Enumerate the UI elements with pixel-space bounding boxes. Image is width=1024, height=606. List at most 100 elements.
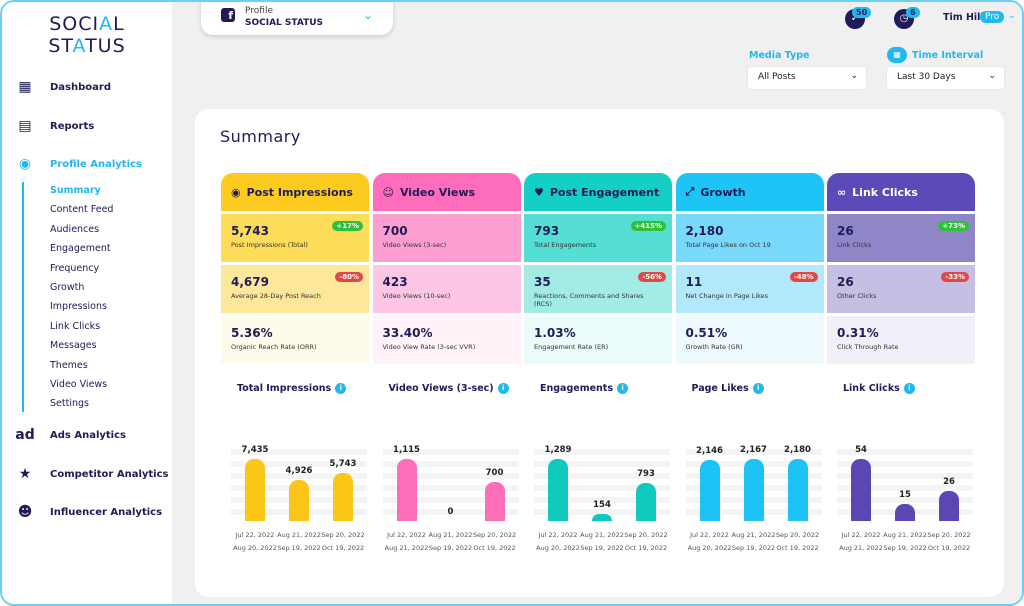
metric-value: 0.31% bbox=[837, 326, 879, 340]
profile-selector[interactable]: f Profile SOCIAL STATUS ⌄ bbox=[201, 2, 393, 35]
data-label: 154 bbox=[593, 499, 611, 510]
subnav-item-messages[interactable]: Messages bbox=[50, 340, 97, 352]
metric-description: Click Through Rate bbox=[837, 343, 899, 351]
calendar-icon: ▦ bbox=[887, 47, 907, 63]
metric-value: 423 bbox=[382, 275, 408, 289]
metric-column: ∞ Link Clicks 26 Link Clicks +73% 26 Other Cli… bbox=[827, 173, 975, 364]
info-icon[interactable]: i bbox=[617, 383, 629, 394]
chart-bar[interactable] bbox=[939, 491, 959, 521]
user-menu-chevron-icon[interactable]: ⌄ bbox=[1008, 11, 1016, 21]
date-start: Jul 22, 2022 bbox=[235, 531, 275, 539]
sidebar: SOCIAL STATUS ▦ Dashboard ▤ Reports ◉ Profile… bbox=[2, 2, 172, 604]
chart-bar[interactable] bbox=[895, 503, 915, 521]
metric-value: 1.03% bbox=[534, 326, 576, 340]
date-start: Sep 20, 2022 bbox=[624, 531, 668, 539]
metric-description: Other Clicks bbox=[837, 292, 877, 300]
chart-title-text: Engagements bbox=[540, 383, 614, 394]
info-icon[interactable]: i bbox=[497, 383, 509, 394]
date-end: Aug 21, 2022 bbox=[384, 544, 429, 552]
profile-label: Profile bbox=[245, 6, 273, 16]
chart-bar[interactable] bbox=[636, 482, 656, 521]
profile-icon: ◉ bbox=[18, 156, 32, 172]
subnav-item-video-views[interactable]: Video Views bbox=[50, 379, 108, 390]
metric-cell: 0.31% Click Through Rate bbox=[827, 316, 975, 364]
sidebar-item-competitor-analytics[interactable]: ★ Competitor Analytics bbox=[16, 465, 169, 483]
subnav-item-settings[interactable]: Settings bbox=[50, 398, 89, 410]
x-tick-label: Jul 22, 2022 Aug 20, 2022 bbox=[230, 529, 280, 555]
metric-value: 5,743 bbox=[231, 224, 269, 238]
metric-header: ∞ Link Clicks bbox=[827, 173, 975, 211]
date-end: Aug 20, 2022 bbox=[536, 544, 580, 552]
info-icon[interactable]: i bbox=[335, 383, 347, 394]
subnav-item-engagement[interactable]: Engagement bbox=[50, 243, 111, 255]
chart-title-text: Link Clicks bbox=[843, 383, 900, 394]
chart-bar[interactable] bbox=[743, 459, 764, 521]
sidebar-item-reports[interactable]: ▤ Reports bbox=[16, 117, 94, 135]
subnav-item-audiences[interactable]: Audiences bbox=[50, 223, 100, 235]
change-badge: -56% bbox=[638, 272, 666, 282]
subnav-item-frequency[interactable]: Frequency bbox=[50, 262, 100, 274]
info-icon[interactable]: i bbox=[752, 383, 764, 394]
chart-plot-area: 1,289 154 793 bbox=[534, 443, 670, 521]
sidebar-item-ads-analytics[interactable]: ad Ads Analytics bbox=[15, 426, 126, 444]
time-interval-select[interactable]: Last 30 Days ⌄ bbox=[887, 67, 1004, 89]
date-end: Aug 20, 2022 bbox=[233, 544, 277, 552]
data-label: 2,146 bbox=[696, 445, 723, 456]
chart-title: Video Views (3-sec) i bbox=[389, 383, 509, 394]
chart-bar[interactable] bbox=[245, 459, 265, 521]
chart-bar[interactable] bbox=[592, 513, 612, 521]
metric-cell: 423 Video Views (10-sec) bbox=[372, 265, 521, 313]
chart-bar[interactable] bbox=[484, 482, 505, 521]
metric-cell: 33.40% Video View Rate (3-sec VVR) bbox=[372, 316, 521, 364]
chart-plot-area: 2,146 2,167 2,180 bbox=[685, 443, 822, 521]
chart-bar[interactable] bbox=[699, 459, 720, 521]
date-start: Aug 21, 2022 bbox=[883, 531, 927, 539]
metric-title: Video Views bbox=[399, 185, 476, 199]
subnav-item-summary[interactable]: Summary bbox=[50, 185, 101, 196]
subnav-item-impressions[interactable]: Impressions bbox=[50, 301, 107, 313]
subnav-item-themes[interactable]: Themes bbox=[50, 359, 88, 371]
media-type-select[interactable]: All Posts ⌄ bbox=[748, 67, 866, 89]
metric-description: Video View Rate (3-sec VVR) bbox=[382, 343, 476, 351]
date-end: Oct 19, 2022 bbox=[927, 544, 971, 552]
date-end: Sep 19, 2022 bbox=[580, 544, 624, 552]
user-name[interactable]: Tim Hill bbox=[943, 12, 984, 23]
metric-cell: 35 Reactions, Comments and Shares (RCS) -5… bbox=[524, 265, 672, 313]
x-tick-label: Jul 22, 2022 Aug 20, 2022 bbox=[685, 529, 735, 555]
date-start: Aug 21, 2022 bbox=[428, 531, 473, 539]
sidebar-item-profile-analytics[interactable]: ◉ Profile Analytics bbox=[16, 155, 142, 173]
chart-bar[interactable] bbox=[396, 459, 417, 521]
chart-bar[interactable] bbox=[333, 473, 353, 521]
chart-bar[interactable] bbox=[548, 459, 568, 521]
subnav-item-growth[interactable]: Growth bbox=[50, 282, 85, 293]
summary-card: Summary ◉ Post Impressions 5,743 Post Impre… bbox=[195, 109, 1004, 597]
info-icon[interactable]: i bbox=[903, 383, 915, 394]
metric-cell: 26 Link Clicks +73% bbox=[827, 214, 975, 262]
x-tick-label: Aug 21, 2022 Sep 19, 2022 bbox=[729, 529, 779, 555]
chart-bar[interactable] bbox=[787, 459, 808, 521]
data-label: 2,180 bbox=[784, 445, 811, 455]
date-end: Sep 19, 2022 bbox=[428, 544, 473, 552]
subnav-item-content-feed[interactable]: Content Feed bbox=[50, 204, 114, 216]
data-label: 5,743 bbox=[329, 459, 357, 470]
date-start: Jul 22, 2022 bbox=[690, 531, 729, 539]
metric-cell: 2,180 Total Page Likes on Oct 19 bbox=[675, 214, 824, 262]
date-end: Sep 19, 2022 bbox=[277, 544, 321, 552]
metric-value: 11 bbox=[685, 275, 703, 289]
date-end: Aug 21, 2022 bbox=[839, 544, 883, 552]
metric-description: Growth Rate (GR) bbox=[685, 343, 743, 351]
chart-bar[interactable] bbox=[851, 459, 871, 521]
subnav-item-link-clicks[interactable]: Link Clicks bbox=[50, 320, 101, 332]
sidebar-item-dashboard[interactable]: ▦ Dashboard bbox=[16, 78, 111, 96]
chart-bar[interactable] bbox=[289, 479, 309, 521]
bar-chart: Page Likes i 2,146 2,167 2,180 Jul 22, 2022 A… bbox=[685, 383, 826, 563]
metric-title: Growth bbox=[700, 185, 746, 199]
metric-cell: 700 Video Views (3-sec) bbox=[372, 214, 521, 262]
notifications-badge: 50 bbox=[852, 7, 872, 18]
time-interval-value: Last 30 Days bbox=[897, 72, 956, 82]
date-start: Jul 22, 2022 bbox=[387, 531, 426, 539]
sidebar-item-influencer-analytics[interactable]: ☻ Influencer Analytics bbox=[16, 503, 162, 521]
chart-title-text: Video Views (3-sec) bbox=[388, 383, 494, 394]
chevron-down-icon: ⌄ bbox=[362, 8, 373, 22]
data-label: 54 bbox=[855, 445, 867, 455]
